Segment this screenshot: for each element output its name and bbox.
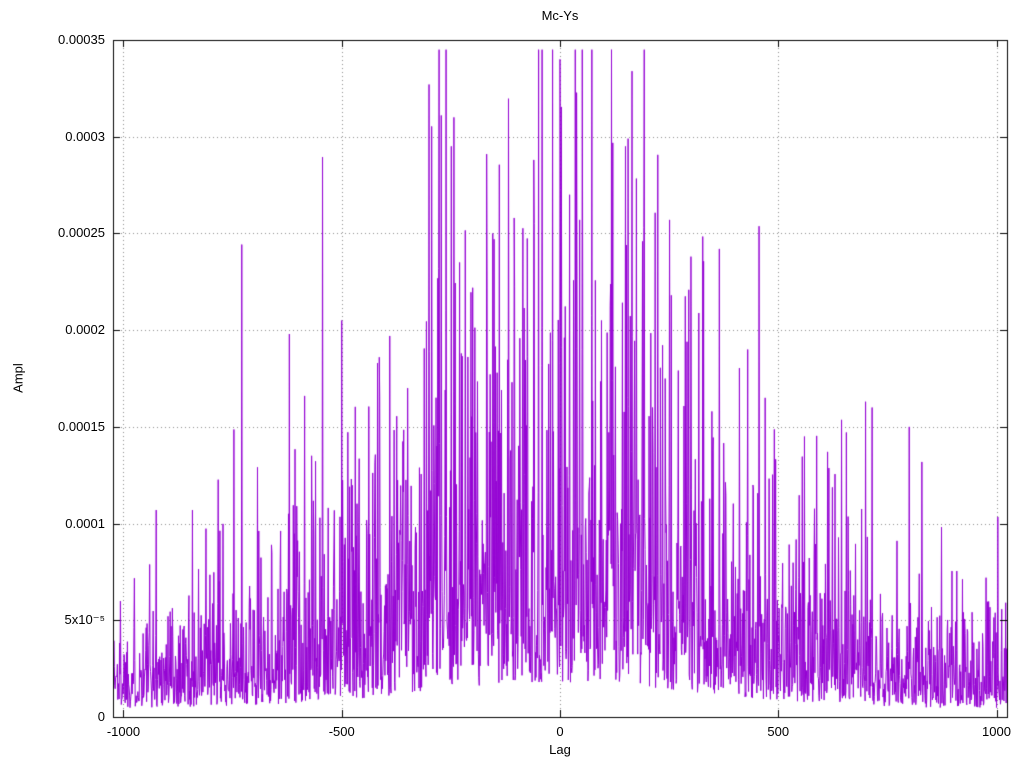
x-axis-label: Lag [549, 742, 571, 757]
x-tick-label: 500 [767, 724, 790, 739]
y-tick-label: 0.00025 [58, 225, 105, 241]
x-tick-label: -500 [328, 724, 355, 739]
y-tick-label: 0.00035 [58, 32, 105, 47]
x-tick-label: 0 [556, 724, 564, 739]
y-tick-label: 0.0002 [65, 322, 105, 338]
x-tick-label: -1000 [106, 724, 141, 739]
y-tick-label: 0.00015 [58, 418, 105, 434]
chart-title: Mc-Ys [541, 8, 579, 23]
y-tick-label: 0.0003 [65, 128, 105, 144]
y-tick-label: 0 [97, 709, 105, 724]
x-tick-label: 1000 [982, 724, 1011, 739]
y-axis-label: Ampl [10, 363, 26, 393]
y-tick-label: 5x10⁻⁵ [64, 612, 105, 628]
y-tick-label: 0.0001 [65, 515, 105, 531]
